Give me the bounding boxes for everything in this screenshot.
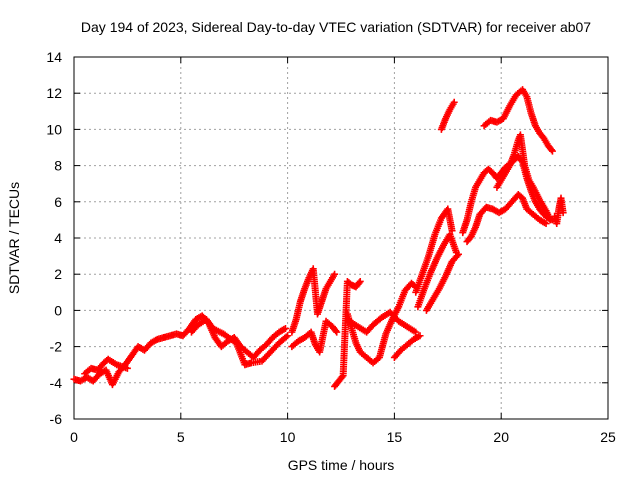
x-tick-label: 0 [70,429,78,445]
data-point [332,327,340,335]
data-point [412,328,420,336]
data-point [333,328,341,336]
series-pre-peak-short [437,98,458,133]
series-peak-trace [480,86,556,155]
series-evening-upper [288,265,339,336]
y-tick-label: 4 [54,230,62,246]
data-point [284,332,292,340]
series-main-lower [463,191,550,246]
series-evening-lower [288,317,341,356]
y-tick-label: -6 [50,411,63,427]
data-point [281,325,289,332]
x-tick-label: 15 [387,429,403,445]
data-point [548,147,556,155]
data-point [356,277,364,285]
x-tick-label: 10 [280,429,296,445]
y-axis-label: SDTVAR / TECUs [6,182,22,294]
x-tick-label: 25 [600,429,616,445]
chart-title: Day 194 of 2023, Sidereal Day-to-day VTE… [81,19,591,35]
y-tick-label: 0 [54,302,62,318]
y-tick-label: -4 [50,375,63,391]
y-tick-label: 8 [54,158,62,174]
series-steep-rise-1 [412,205,456,296]
data-point [547,146,555,154]
data-point [559,209,567,217]
x-tick-label: 20 [493,429,509,445]
y-tick-label: 10 [46,121,62,137]
data-point [416,332,424,340]
data-point [123,364,131,372]
data-point [282,333,290,341]
data-point [331,270,339,278]
series-main-mid [493,131,554,224]
tick-labels: 0 5 10 15 20 25 -6 -4 -2 0 2 4 6 8 10 12 14 [46,49,616,445]
series-night-trace-b [346,308,420,336]
y-tick-label: 14 [46,49,62,65]
x-axis-label: GPS time / hours [288,457,395,473]
y-tick-label: 6 [54,194,62,210]
series-ripple-trace [81,315,292,378]
data-point [338,373,346,381]
series-steep-rise-3 [422,250,462,314]
series-early-trace [70,312,289,389]
data-point [542,220,550,228]
data-point [453,252,461,260]
data-point [454,250,462,258]
series-tail-trace [551,194,567,228]
y-tick-label: 12 [46,85,62,101]
series-steep-rise-2 [414,230,460,311]
series-night-trace-c [390,332,424,361]
data-point [450,98,458,106]
data-point [448,227,456,235]
data-marks [70,86,567,390]
y-tick-label: -2 [50,339,63,355]
data-point [355,279,363,287]
x-tick-label: 5 [177,429,185,445]
axis-ticks [73,56,609,420]
y-tick-label: 2 [54,266,62,282]
